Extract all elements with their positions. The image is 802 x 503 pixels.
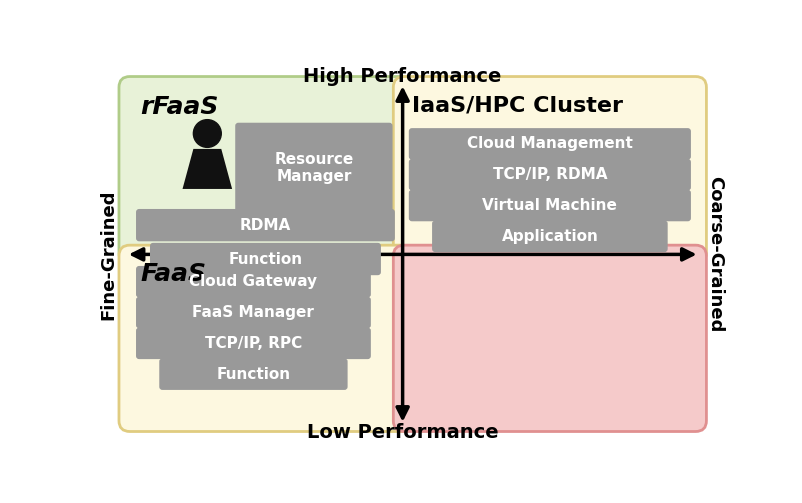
FancyBboxPatch shape	[136, 297, 371, 328]
Text: Resource
Manager: Resource Manager	[274, 152, 353, 185]
FancyBboxPatch shape	[431, 220, 666, 252]
FancyBboxPatch shape	[119, 76, 411, 264]
Text: High Performance: High Performance	[303, 66, 501, 86]
FancyBboxPatch shape	[136, 209, 395, 241]
FancyBboxPatch shape	[408, 128, 690, 159]
Text: RDMA: RDMA	[240, 218, 290, 233]
Polygon shape	[182, 149, 232, 189]
Text: FaaS Manager: FaaS Manager	[192, 305, 314, 320]
FancyBboxPatch shape	[393, 245, 706, 432]
Text: Virtual Machine: Virtual Machine	[482, 198, 617, 213]
Text: FaaS: FaaS	[140, 262, 206, 286]
FancyBboxPatch shape	[119, 245, 411, 432]
Text: rFaaS: rFaaS	[140, 95, 219, 119]
Text: TCP/IP, RPC: TCP/IP, RPC	[205, 336, 302, 351]
Text: Fine-Grained: Fine-Grained	[99, 189, 117, 319]
Text: TCP/IP, RDMA: TCP/IP, RDMA	[492, 167, 606, 182]
Text: Cloud Management: Cloud Management	[466, 136, 632, 151]
FancyBboxPatch shape	[136, 327, 371, 359]
FancyBboxPatch shape	[159, 358, 347, 390]
Text: Function: Function	[216, 367, 290, 382]
Text: Cloud Gateway: Cloud Gateway	[189, 274, 317, 289]
FancyBboxPatch shape	[393, 76, 706, 264]
FancyBboxPatch shape	[408, 159, 690, 191]
FancyBboxPatch shape	[235, 123, 392, 214]
FancyBboxPatch shape	[150, 243, 380, 275]
Text: IaaS/HPC Cluster: IaaS/HPC Cluster	[411, 95, 622, 115]
FancyBboxPatch shape	[136, 266, 371, 297]
Text: Application: Application	[500, 229, 597, 244]
Text: Low Performance: Low Performance	[306, 423, 498, 442]
FancyBboxPatch shape	[408, 190, 690, 221]
Text: Coarse-Grained: Coarse-Grained	[705, 176, 723, 332]
Text: Function: Function	[228, 252, 302, 267]
Circle shape	[193, 120, 221, 147]
